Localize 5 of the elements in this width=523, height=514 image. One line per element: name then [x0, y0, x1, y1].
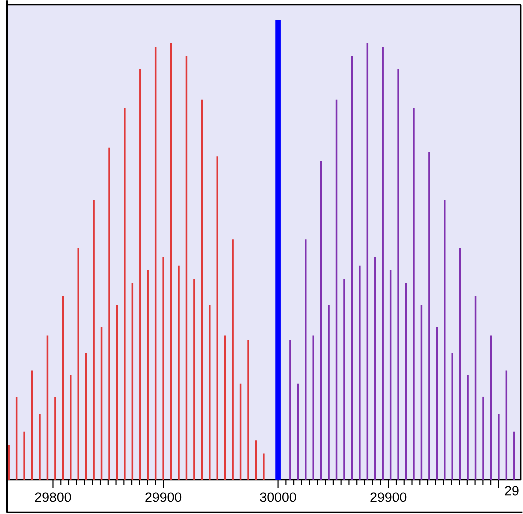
- x-tick-label: 29900: [370, 492, 407, 502]
- x-tick-label: 29900: [146, 492, 182, 502]
- x-tick-label: 29800: [35, 492, 72, 502]
- text: 29: [505, 486, 519, 496]
- x-tick-label: 30000: [260, 492, 296, 502]
